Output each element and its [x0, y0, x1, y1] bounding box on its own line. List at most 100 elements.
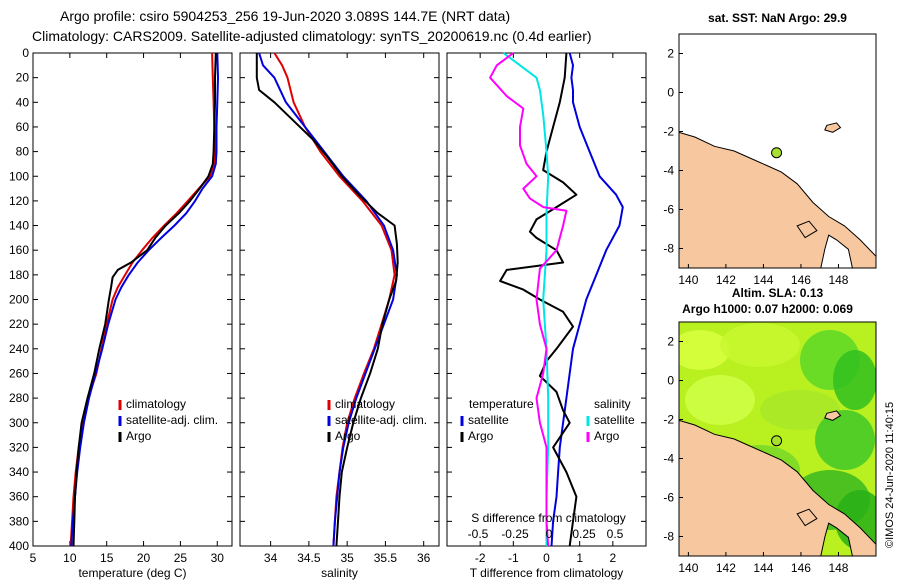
lon-tick-label: 144 — [753, 561, 773, 575]
s-axis-label: S difference from climatology — [471, 511, 626, 525]
lon-tick-label: 140 — [678, 561, 698, 575]
y-tick-label: 220 — [9, 317, 29, 331]
y-tick-label: 100 — [9, 169, 29, 183]
argo-location-marker — [771, 147, 783, 159]
sla-cell — [720, 323, 800, 367]
map-frame — [678, 33, 877, 269]
x-tick-label: 1 — [576, 551, 583, 565]
salinity-panel: 34 34.5 35 35.5 36 salinity climatology satelli… — [239, 52, 440, 580]
series-line-argo — [255, 53, 399, 547]
land-new-guinea — [679, 419, 876, 556]
x-tick-label: 34.5 — [297, 551, 321, 565]
x-tick-label: 30 — [211, 551, 225, 565]
legend-label: climatology — [126, 397, 186, 411]
x-tick-label: 35 — [340, 551, 354, 565]
lat-tick-label: 2 — [667, 47, 674, 61]
lat-tick-label: -6 — [663, 491, 674, 505]
x-axis-label: T difference from climatology — [470, 566, 624, 580]
series-line-t-argo — [499, 52, 578, 547]
lon-tick-label: 148 — [828, 273, 848, 287]
lat-tick-label: -6 — [663, 203, 674, 217]
x-tick-label: 36 — [417, 551, 431, 565]
sla-cell — [833, 350, 876, 410]
temperature-panel: 5 10 15 20 25 3002040608010012014016018020022… — [9, 46, 233, 580]
lon-tick-label: 146 — [791, 561, 811, 575]
plot-frame — [32, 52, 233, 547]
plot-frame — [239, 52, 440, 547]
y-tick-label: 280 — [9, 391, 29, 405]
y-tick-label: 140 — [9, 219, 29, 233]
header-line-1: Argo profile: csiro 5904253_256 19-Jun-2… — [60, 8, 510, 24]
island — [824, 410, 842, 421]
y-tick-label: 20 — [16, 71, 30, 85]
y-tick-label: 240 — [9, 342, 29, 356]
lon-tick-label: 146 — [791, 273, 811, 287]
lat-tick-label: -8 — [663, 530, 674, 544]
lat-tick-label: -2 — [663, 413, 674, 427]
y-tick-label: 0 — [22, 46, 29, 60]
y-tick-label: 260 — [9, 366, 29, 380]
x-tick-label: 0 — [543, 551, 550, 565]
lat-tick-label: -8 — [663, 242, 674, 256]
s-tick-label: 0.25 — [572, 527, 596, 541]
y-tick-label: 360 — [9, 490, 29, 504]
y-tick-label: 40 — [16, 95, 30, 109]
series-line-t-satellite — [550, 52, 624, 547]
y-tick-label: 400 — [9, 539, 29, 553]
header-line-2: Climatology: CARS2009. Satellite-adjuste… — [32, 28, 592, 44]
map-title: Altim. SLA: 0.13 — [732, 286, 824, 300]
copyright-credit: ©IMOS 24-Jun-2020 11:40:15 — [884, 402, 896, 548]
lat-tick-label: 2 — [667, 335, 674, 349]
y-tick-label: 60 — [16, 120, 30, 134]
legend-label: climatology — [335, 397, 395, 411]
island — [824, 122, 842, 133]
x-tick-label: 35.5 — [374, 551, 398, 565]
lat-tick-label: -2 — [663, 125, 674, 139]
y-tick-label: 320 — [9, 440, 29, 454]
x-tick-label: 25 — [174, 551, 188, 565]
legend-label: Argo — [335, 429, 361, 443]
lon-tick-label: 142 — [716, 273, 736, 287]
s-tick-label: 0 — [546, 527, 553, 541]
island — [796, 508, 818, 527]
x-axis-label: salinity — [321, 566, 358, 580]
x-tick-label: 34 — [264, 551, 278, 565]
y-tick-label: 80 — [16, 145, 30, 159]
legend-label: satellite — [468, 413, 509, 427]
sla-map: 140 142 144 146 148 2 0 -2 -4 -6 -8 Altim. SLA: 0.1… — [663, 286, 877, 575]
legend-title-salinity: salinity — [594, 397, 631, 411]
lat-tick-label: 0 — [667, 86, 674, 100]
map-subtitle: Argo h1000: 0.07 h2000: 0.069 — [682, 302, 853, 316]
x-tick-label: 20 — [137, 551, 151, 565]
series-line-s-argo — [489, 52, 568, 547]
sla-cell — [760, 390, 840, 430]
legend-label: satellite — [594, 413, 635, 427]
lon-tick-label: 144 — [753, 273, 773, 287]
lon-tick-label: 140 — [678, 273, 698, 287]
lat-tick-label: -4 — [663, 164, 674, 178]
x-tick-label: 10 — [63, 551, 77, 565]
x-tick-label: 2 — [609, 551, 616, 565]
s-tick-label: -0.5 — [468, 527, 489, 541]
map-title: sat. SST: NaN Argo: 29.9 — [708, 11, 847, 25]
sla-cell — [685, 375, 755, 425]
x-tick-label: -1 — [508, 551, 519, 565]
lon-tick-label: 148 — [828, 561, 848, 575]
sst-map: 140 142 144 146 148 2 0 -2 -4 -6 -8 sat. SST: NaN A… — [663, 11, 877, 287]
legend-label: Argo — [594, 429, 620, 443]
map-frame — [678, 321, 877, 557]
lon-tick-label: 142 — [716, 561, 736, 575]
difference-panel: -2 -1 0 1 2T difference from climatology S di… — [446, 52, 647, 580]
island — [796, 220, 818, 239]
x-tick-label: 5 — [30, 551, 37, 565]
legend-title-temperature: temperature — [469, 397, 534, 411]
y-tick-label: 300 — [9, 416, 29, 430]
legend-label: Argo — [126, 429, 152, 443]
s-tick-label: -0.25 — [501, 527, 529, 541]
y-tick-label: 120 — [9, 194, 29, 208]
argo-location-marker — [771, 435, 783, 447]
legend-label: satellite-adj. clim. — [126, 413, 218, 427]
x-axis-label: temperature (deg C) — [78, 566, 186, 580]
lat-tick-label: 0 — [667, 374, 674, 388]
